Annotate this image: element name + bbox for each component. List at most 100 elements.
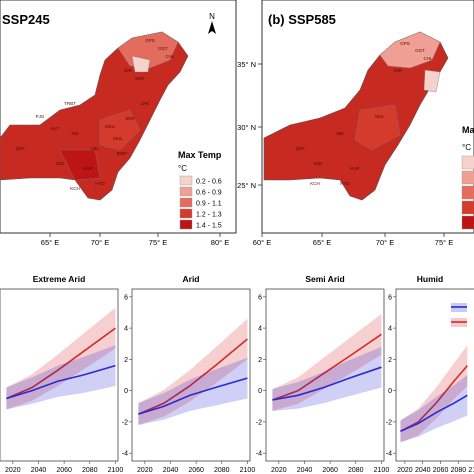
ssp585-band bbox=[272, 314, 382, 411]
region-label: PJG bbox=[36, 114, 45, 119]
x-tick-label: 2040 bbox=[163, 467, 179, 474]
y-tick-label: -2 bbox=[256, 419, 262, 426]
x-tick-label: 2100 bbox=[468, 467, 474, 474]
y-tick-label: -4 bbox=[256, 451, 262, 458]
region-label: TRBT bbox=[64, 101, 76, 106]
legend-swatch bbox=[179, 197, 193, 208]
region-label: GGT bbox=[415, 48, 425, 53]
region-labels: GPS GGT CHL DIR QTA SBI KZD KHP MUL HYD KCH bbox=[296, 41, 433, 186]
legend-swatch bbox=[179, 175, 193, 186]
y-tick-label: 6 bbox=[388, 294, 392, 301]
region-label: QTA bbox=[16, 146, 25, 151]
x-tick-label: 65° E bbox=[41, 238, 59, 247]
ssp245-band bbox=[138, 357, 248, 426]
y-tick-label: -2 bbox=[386, 419, 392, 426]
x-tick-label: 70° E bbox=[376, 238, 394, 247]
legend-swatch bbox=[179, 186, 193, 197]
ssp245-line bbox=[6, 364, 116, 400]
x-tick-label: 2100 bbox=[240, 467, 256, 474]
y-tick-label: 2 bbox=[388, 357, 392, 364]
y-tick-label: -4 bbox=[122, 451, 128, 458]
ssp585-line bbox=[6, 327, 116, 400]
panel-title: Semi Arid bbox=[305, 274, 344, 284]
x-tick-label: 2060 bbox=[322, 467, 338, 474]
ssp585-line bbox=[400, 365, 468, 432]
panel-frame bbox=[131, 288, 251, 462]
region-label: MUL bbox=[375, 114, 385, 119]
x-tick-label: 75° E bbox=[435, 238, 453, 247]
x-tick-label: 2020 bbox=[5, 467, 21, 474]
panel-frame bbox=[265, 288, 385, 462]
region-label: GPS bbox=[400, 41, 410, 46]
highland-region bbox=[131, 55, 151, 73]
region-label: KLT bbox=[51, 126, 59, 131]
legend-swatch bbox=[179, 219, 193, 230]
panel-frame bbox=[395, 288, 474, 462]
ssp245-band bbox=[400, 375, 468, 443]
region-label: SBI bbox=[71, 131, 78, 136]
region-label: KZD bbox=[314, 161, 324, 166]
y-tick-label: 4 bbox=[388, 326, 392, 333]
region-label: KZD bbox=[56, 161, 66, 166]
highland-region bbox=[423, 69, 441, 93]
y-tick-label: 35° N bbox=[237, 60, 256, 69]
y-tick-label: 0 bbox=[388, 388, 392, 395]
x-tick-label: 2100 bbox=[374, 467, 390, 474]
region-label: BWP bbox=[117, 151, 127, 156]
region-label: MUL bbox=[113, 136, 123, 141]
southern-region bbox=[59, 149, 101, 181]
region-label: SBI bbox=[336, 131, 343, 136]
x-tick-label: 2060 bbox=[188, 467, 204, 474]
map-title: (b) SSP585 bbox=[268, 12, 336, 27]
x-tick-label: 2040 bbox=[297, 467, 313, 474]
region-label: DDU bbox=[105, 124, 115, 129]
country-shape bbox=[0, 31, 189, 201]
y-tick-label: 4 bbox=[124, 326, 128, 333]
region-label: SWT bbox=[135, 76, 145, 81]
legend-swatch bbox=[179, 208, 193, 219]
region-label: KCH bbox=[70, 186, 80, 191]
y-tick-label: 2 bbox=[124, 357, 128, 364]
region-label: DIR bbox=[394, 68, 403, 73]
y-ticks: 35° N 30° N 25° N bbox=[237, 60, 262, 190]
x-tick-label: 2080 bbox=[82, 467, 98, 474]
time-series-panel: Extreme Arid 2020 2040 2060 2080 2100 bbox=[0, 274, 123, 474]
panel-title: Extreme Arid bbox=[33, 274, 86, 284]
ssp245-line bbox=[138, 377, 248, 415]
x-tick-label: 2020 bbox=[271, 467, 287, 474]
legend-swatch bbox=[461, 185, 474, 200]
central-region bbox=[99, 109, 141, 151]
x-tick-label: 2040 bbox=[415, 467, 431, 474]
ssp585-band bbox=[138, 318, 248, 426]
x-tick-label: 75° E bbox=[149, 238, 167, 247]
y-tick-label: 6 bbox=[124, 294, 128, 301]
northern-region bbox=[379, 31, 441, 69]
x-tick-label: 2080 bbox=[348, 467, 364, 474]
ssp585-band bbox=[6, 307, 116, 410]
region-label: LBL bbox=[91, 146, 100, 151]
x-tick-label: 80° E bbox=[211, 238, 229, 247]
legend-swatch bbox=[461, 170, 474, 185]
panel-title: Humid bbox=[417, 274, 443, 284]
region-label: QTA bbox=[296, 146, 305, 151]
x-tick-label: 70° E bbox=[91, 238, 109, 247]
region-label: GGT bbox=[158, 46, 168, 51]
legend-unit: °C bbox=[178, 164, 187, 173]
map-panel-ssp585: (b) SSP585 GPS GGT CHL DIR QTA SBI KZD KHP MUL HY… bbox=[237, 0, 474, 247]
y-tick-label: 2 bbox=[258, 357, 262, 364]
y-tick-label: -2 bbox=[122, 419, 128, 426]
legend-label: 1.4 - 1.5 bbox=[196, 223, 222, 230]
x-tick-label: 2060 bbox=[433, 467, 449, 474]
legend-swatch bbox=[461, 215, 474, 230]
ssp245-line bbox=[400, 394, 468, 433]
region-label: KHP bbox=[83, 166, 92, 171]
legend-swatch bbox=[461, 200, 474, 215]
x-tick-label: 2080 bbox=[451, 467, 467, 474]
legend-label: 0.2 - 0.6 bbox=[196, 179, 222, 186]
x-tick-label: 2040 bbox=[31, 467, 47, 474]
panel-frame bbox=[0, 288, 119, 462]
